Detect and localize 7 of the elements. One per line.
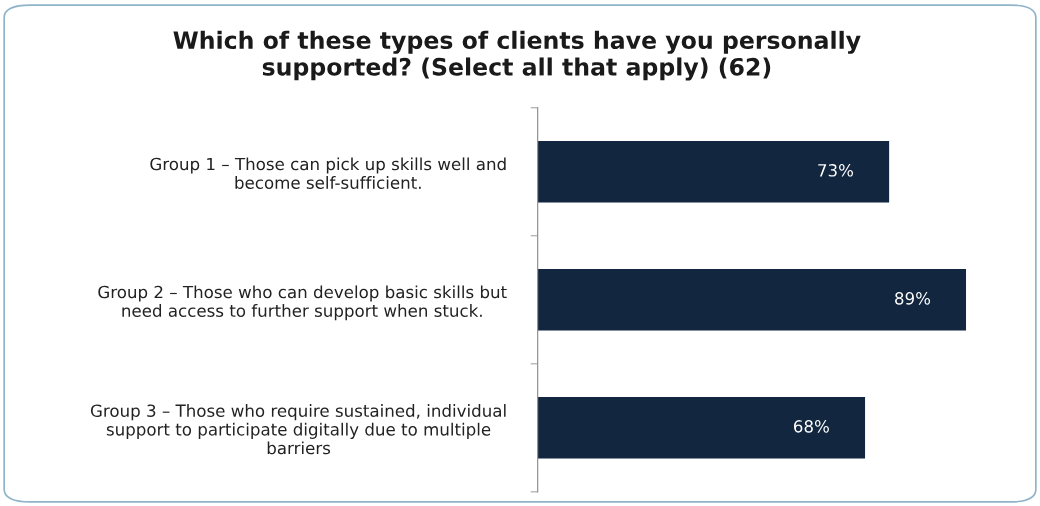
chart-title: Which of these types of clients have you personally supported? (Select all that apply) (62) bbox=[173, 30, 861, 81]
y-tick-label: Group 2 – Those who can develop basic skills but need access to further support when stuck. bbox=[98, 285, 507, 321]
data-label: 89% bbox=[895, 292, 931, 305]
data-label: 68% bbox=[794, 420, 829, 433]
y-tick-label: Group 3 – Those who require sustained, individual support to participate digitally due to multiple barriers bbox=[90, 404, 506, 455]
y-tick-label: Group 1 – Those can pick up skills well and become self-sufficient. bbox=[150, 157, 506, 189]
data-label: 73% bbox=[818, 164, 854, 177]
